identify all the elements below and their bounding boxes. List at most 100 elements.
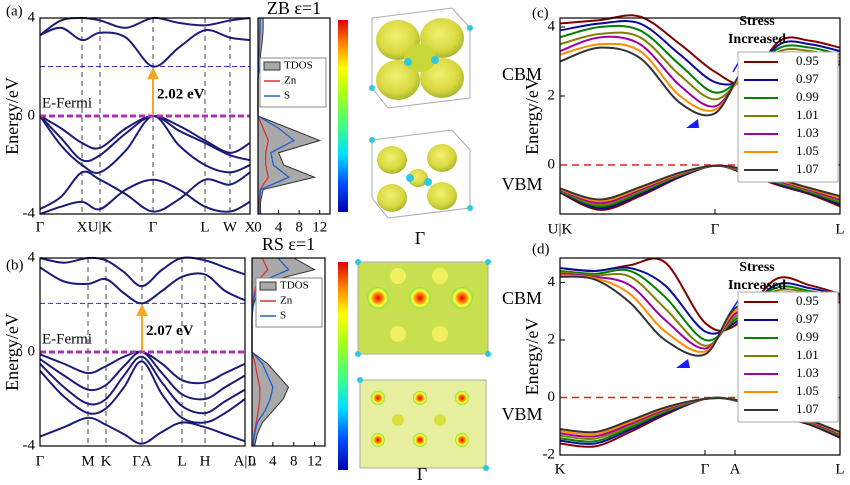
- panel-label: (a): [6, 3, 23, 19]
- legend-label: 0.99: [796, 89, 819, 104]
- x-tick-label: 12: [307, 453, 322, 469]
- fermi-label: E-Fermi: [42, 95, 92, 111]
- dos-title: ZB ε=1: [267, 0, 321, 18]
- y-tick-label: 4: [548, 18, 556, 34]
- y-tick-label: 0: [28, 107, 36, 123]
- x-tick-label: L: [835, 221, 844, 237]
- isosurface-cbm: [355, 259, 491, 357]
- band-line: [39, 266, 246, 305]
- legend-label: 1.07: [796, 401, 819, 416]
- x-tick-label: Γ: [36, 453, 45, 469]
- y-tick-label: 0: [548, 156, 556, 172]
- plot-frame: [257, 17, 331, 215]
- legend-label: TDOS: [280, 280, 309, 292]
- annotation-arrowhead: [686, 119, 699, 128]
- legend-label: TDOS: [284, 60, 313, 72]
- y-axis-label: Energy/eV: [2, 77, 22, 155]
- band-line: [39, 115, 251, 174]
- legend-label: 0.95: [796, 293, 819, 308]
- x-tick-label: L: [200, 219, 209, 235]
- x-tick-label: 4: [275, 219, 283, 235]
- y-axis-label: Energy/eV: [2, 313, 22, 391]
- x-tick-label: ΓA: [132, 453, 152, 469]
- legend-label: S: [284, 90, 290, 102]
- band-line: [39, 114, 251, 154]
- legend-swatch: [259, 281, 277, 291]
- annotation: Increased: [728, 278, 786, 293]
- x-tick-label: U|K: [88, 219, 113, 235]
- x-tick-label: H: [200, 453, 211, 469]
- band-line: [39, 360, 246, 424]
- y-axis-label: Energy/eV: [522, 318, 542, 396]
- legend-label: S: [280, 310, 286, 322]
- band-line: [39, 355, 246, 415]
- isosurface-vbm: [369, 129, 473, 219]
- x-tick-label: 8: [290, 453, 298, 469]
- legend-label: 0.97: [796, 311, 819, 326]
- y-axis-label: Energy/eV: [522, 77, 542, 155]
- legend-label: 1.01: [796, 107, 819, 122]
- conduction-band: [559, 271, 841, 347]
- x-tick-label: M: [81, 453, 94, 469]
- x-tick-label: X: [245, 219, 256, 235]
- conduction-band: [559, 19, 841, 86]
- valence-band: [559, 164, 841, 201]
- legend-label: 1.07: [796, 161, 819, 176]
- conduction-band: [559, 268, 841, 342]
- legend-label: 1.05: [796, 143, 819, 158]
- x-tick-label: 8: [295, 219, 303, 235]
- legend-label: 1.03: [796, 365, 819, 380]
- legend-label: Zn: [284, 75, 297, 87]
- y-tick-label: -2: [543, 446, 556, 462]
- x-tick-label: 4: [269, 453, 277, 469]
- plot-frame: [39, 17, 251, 215]
- x-tick-label: K: [555, 461, 566, 477]
- annotation-arrowhead: [676, 359, 690, 368]
- vbm-label: VBM: [501, 404, 542, 424]
- isosurface-cbm: [369, 7, 473, 109]
- panel-label: (c): [532, 5, 549, 21]
- annotation: Stress: [739, 260, 775, 275]
- band-line: [39, 26, 251, 68]
- gap-label: 2.02 eV: [157, 87, 205, 103]
- plot-frame: [559, 257, 841, 456]
- x-tick-label: Γ: [701, 461, 710, 477]
- colorbar: [338, 262, 348, 470]
- y-tick-label: 4: [548, 274, 556, 290]
- x-tick-label: L: [177, 453, 186, 469]
- conduction-band: [559, 24, 841, 94]
- band-line: [39, 178, 251, 215]
- y-tick-label: 0: [28, 343, 36, 359]
- conduction-band: [559, 266, 841, 335]
- x-tick-label: K: [101, 453, 112, 469]
- kpoint-label: Γ: [417, 464, 427, 484]
- y-tick-label: 4: [28, 249, 36, 265]
- legend-label: 1.05: [796, 383, 819, 398]
- legend-swatch: [263, 61, 281, 71]
- dos-area: [257, 17, 322, 215]
- x-tick-label: A: [730, 461, 741, 477]
- conduction-band: [559, 31, 841, 101]
- band-line: [39, 416, 246, 445]
- x-tick-label: Γ: [711, 221, 720, 237]
- vbm-label: VBM: [501, 174, 542, 194]
- gap-label: 2.07 eV: [146, 323, 194, 339]
- band-line: [39, 256, 246, 288]
- x-tick-label: X: [77, 219, 88, 235]
- x-tick-label: L: [835, 461, 844, 477]
- x-tick-label: W: [223, 219, 238, 235]
- colorbar: [338, 20, 348, 212]
- x-tick-label: 12: [312, 219, 327, 235]
- cbm-label: CBM: [502, 64, 542, 84]
- plot-frame: [251, 257, 326, 447]
- fermi-label: E-Fermi: [42, 331, 92, 347]
- plot-frame: [39, 257, 246, 447]
- y-tick-label: -4: [23, 437, 36, 453]
- band-line: [39, 170, 251, 213]
- x-tick-label: 0: [254, 219, 262, 235]
- legend-label: 0.99: [796, 329, 819, 344]
- legend-label: 0.97: [796, 71, 819, 86]
- annotation: Stress: [739, 14, 775, 29]
- x-tick-label: 0: [248, 453, 256, 469]
